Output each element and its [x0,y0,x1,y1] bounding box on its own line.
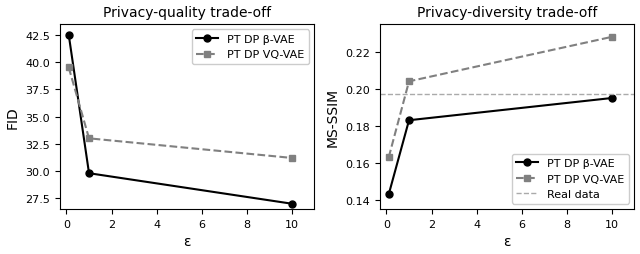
PT DP β-VAE [85,172,93,175]
PT DP β-VAE [288,202,296,205]
Y-axis label: FID: FID [6,106,20,129]
PT DP VQ-VAE [288,157,296,160]
Y-axis label: MS-SSIM: MS-SSIM [326,88,340,147]
Line: PT DP VQ-VAE: PT DP VQ-VAE [385,34,616,161]
Real data [383,93,390,97]
Real data [405,93,413,97]
Legend: PT DP β-VAE, PT DP VQ-VAE: PT DP β-VAE, PT DP VQ-VAE [191,30,309,65]
PT DP VQ-VAE [608,36,616,39]
PT DP β-VAE [65,34,72,37]
Line: PT DP β-VAE: PT DP β-VAE [385,95,616,198]
Line: PT DP VQ-VAE: PT DP VQ-VAE [65,65,296,162]
PT DP VQ-VAE [65,67,72,70]
PT DP β-VAE [608,97,616,100]
PT DP VQ-VAE [405,81,413,84]
Legend: PT DP β-VAE, PT DP VQ-VAE, Real data: PT DP β-VAE, PT DP VQ-VAE, Real data [511,154,629,204]
X-axis label: ε: ε [503,234,511,248]
PT DP β-VAE [385,193,392,196]
Title: Privacy-diversity trade-off: Privacy-diversity trade-off [417,6,597,20]
X-axis label: ε: ε [183,234,191,248]
PT DP VQ-VAE [385,156,392,159]
Line: PT DP β-VAE: PT DP β-VAE [65,32,296,207]
PT DP VQ-VAE [85,137,93,140]
PT DP β-VAE [405,119,413,122]
Title: Privacy-quality trade-off: Privacy-quality trade-off [103,6,271,20]
